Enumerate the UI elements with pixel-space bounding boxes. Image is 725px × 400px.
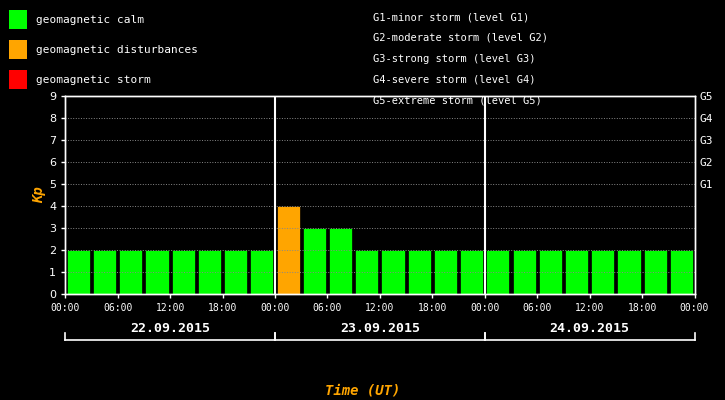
- Bar: [513, 250, 536, 294]
- Bar: [565, 250, 588, 294]
- Text: G2-moderate storm (level G2): G2-moderate storm (level G2): [373, 33, 548, 43]
- Bar: [539, 250, 562, 294]
- Y-axis label: Kp: Kp: [33, 187, 46, 203]
- Bar: [670, 250, 693, 294]
- Text: G5-extreme storm (level G5): G5-extreme storm (level G5): [373, 95, 542, 105]
- Text: 22.09.2015: 22.09.2015: [130, 322, 210, 334]
- Text: geomagnetic storm: geomagnetic storm: [36, 74, 150, 85]
- Bar: [618, 250, 640, 294]
- Bar: [250, 250, 273, 294]
- Bar: [67, 250, 90, 294]
- Bar: [93, 250, 116, 294]
- Text: Time (UT): Time (UT): [325, 383, 400, 397]
- Text: geomagnetic calm: geomagnetic calm: [36, 15, 144, 25]
- Bar: [146, 250, 168, 294]
- Bar: [224, 250, 247, 294]
- Bar: [277, 206, 299, 294]
- Text: G3-strong storm (level G3): G3-strong storm (level G3): [373, 54, 536, 64]
- Text: G4-severe storm (level G4): G4-severe storm (level G4): [373, 74, 536, 84]
- Bar: [460, 250, 483, 294]
- Bar: [303, 228, 326, 294]
- Bar: [172, 250, 195, 294]
- Bar: [198, 250, 221, 294]
- Bar: [120, 250, 142, 294]
- Bar: [592, 250, 614, 294]
- Bar: [381, 250, 405, 294]
- Text: G1-minor storm (level G1): G1-minor storm (level G1): [373, 12, 530, 22]
- Text: geomagnetic disturbances: geomagnetic disturbances: [36, 45, 197, 55]
- Bar: [329, 228, 352, 294]
- Bar: [644, 250, 667, 294]
- Text: 23.09.2015: 23.09.2015: [340, 322, 420, 334]
- Bar: [407, 250, 431, 294]
- Bar: [486, 250, 510, 294]
- Text: 24.09.2015: 24.09.2015: [550, 322, 630, 334]
- Bar: [355, 250, 378, 294]
- Bar: [434, 250, 457, 294]
